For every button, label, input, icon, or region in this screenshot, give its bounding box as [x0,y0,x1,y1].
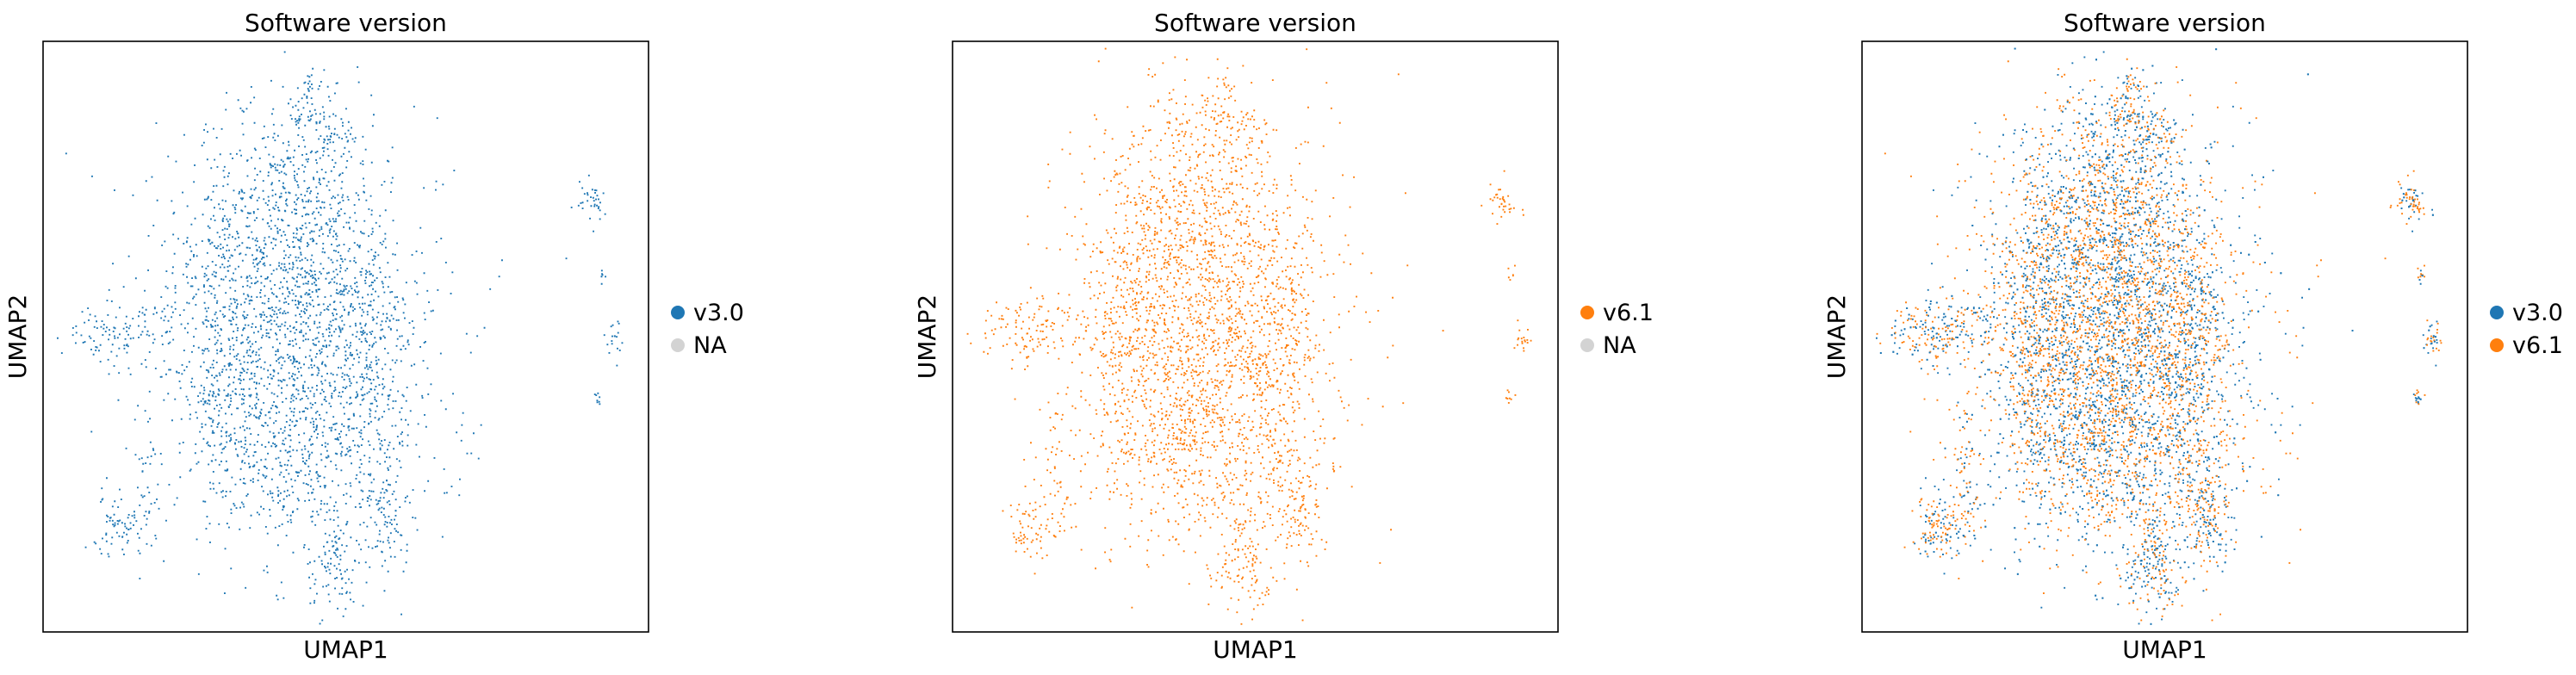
y-axis-label: UMAP2 [913,294,941,380]
x-axis-label: UMAP1 [303,635,388,664]
scatter-points [966,47,1532,625]
legend-label: NA [693,332,727,359]
legend: v3.0 v6.1 [2490,300,2563,359]
plot-frame [952,40,1559,633]
legend-marker [1580,338,1594,352]
y-axis-label: UMAP2 [1822,294,1851,380]
series-points-v3-0-overlay [1879,47,2436,625]
umap-panel-2: Software version UMAP1 UMAP2 v6.1 NA [913,9,1654,664]
umap-panel-3: Software version UMAP1 UMAP2 v3.0 v6.1 [1822,9,2563,664]
scatter-points [57,51,624,625]
legend-marker [2490,306,2504,319]
legend-label: v3.0 [2512,300,2563,326]
panel-title: Software version [1154,9,1356,37]
legend: v3.0 NA [671,300,744,359]
series-points-v6-1 [966,47,1532,625]
legend-label: v3.0 [693,300,744,326]
legend-label: v6.1 [1603,300,1654,326]
legend-marker [1580,306,1594,319]
legend-marker [2490,338,2504,352]
legend-label: NA [1603,332,1636,359]
series-points-v3-0 [57,51,624,625]
panel-title: Software version [2064,9,2266,37]
series-points-v6-1-overlay [1876,66,2443,616]
umap-panel-1: Software version UMAP1 UMAP2 v3.0 NA [3,9,744,664]
legend-marker [671,306,685,319]
panel-title: Software version [245,9,447,37]
legend-label: v6.1 [2512,332,2563,359]
legend-marker [671,338,685,352]
legend: v6.1 NA [1580,300,1654,359]
x-axis-label: UMAP1 [2122,635,2207,664]
y-axis-label: UMAP2 [3,294,32,380]
scatter-points [1876,47,2443,625]
x-axis-label: UMAP1 [1213,635,1298,664]
plot-frame [1861,40,2468,633]
plot-frame [42,40,649,633]
